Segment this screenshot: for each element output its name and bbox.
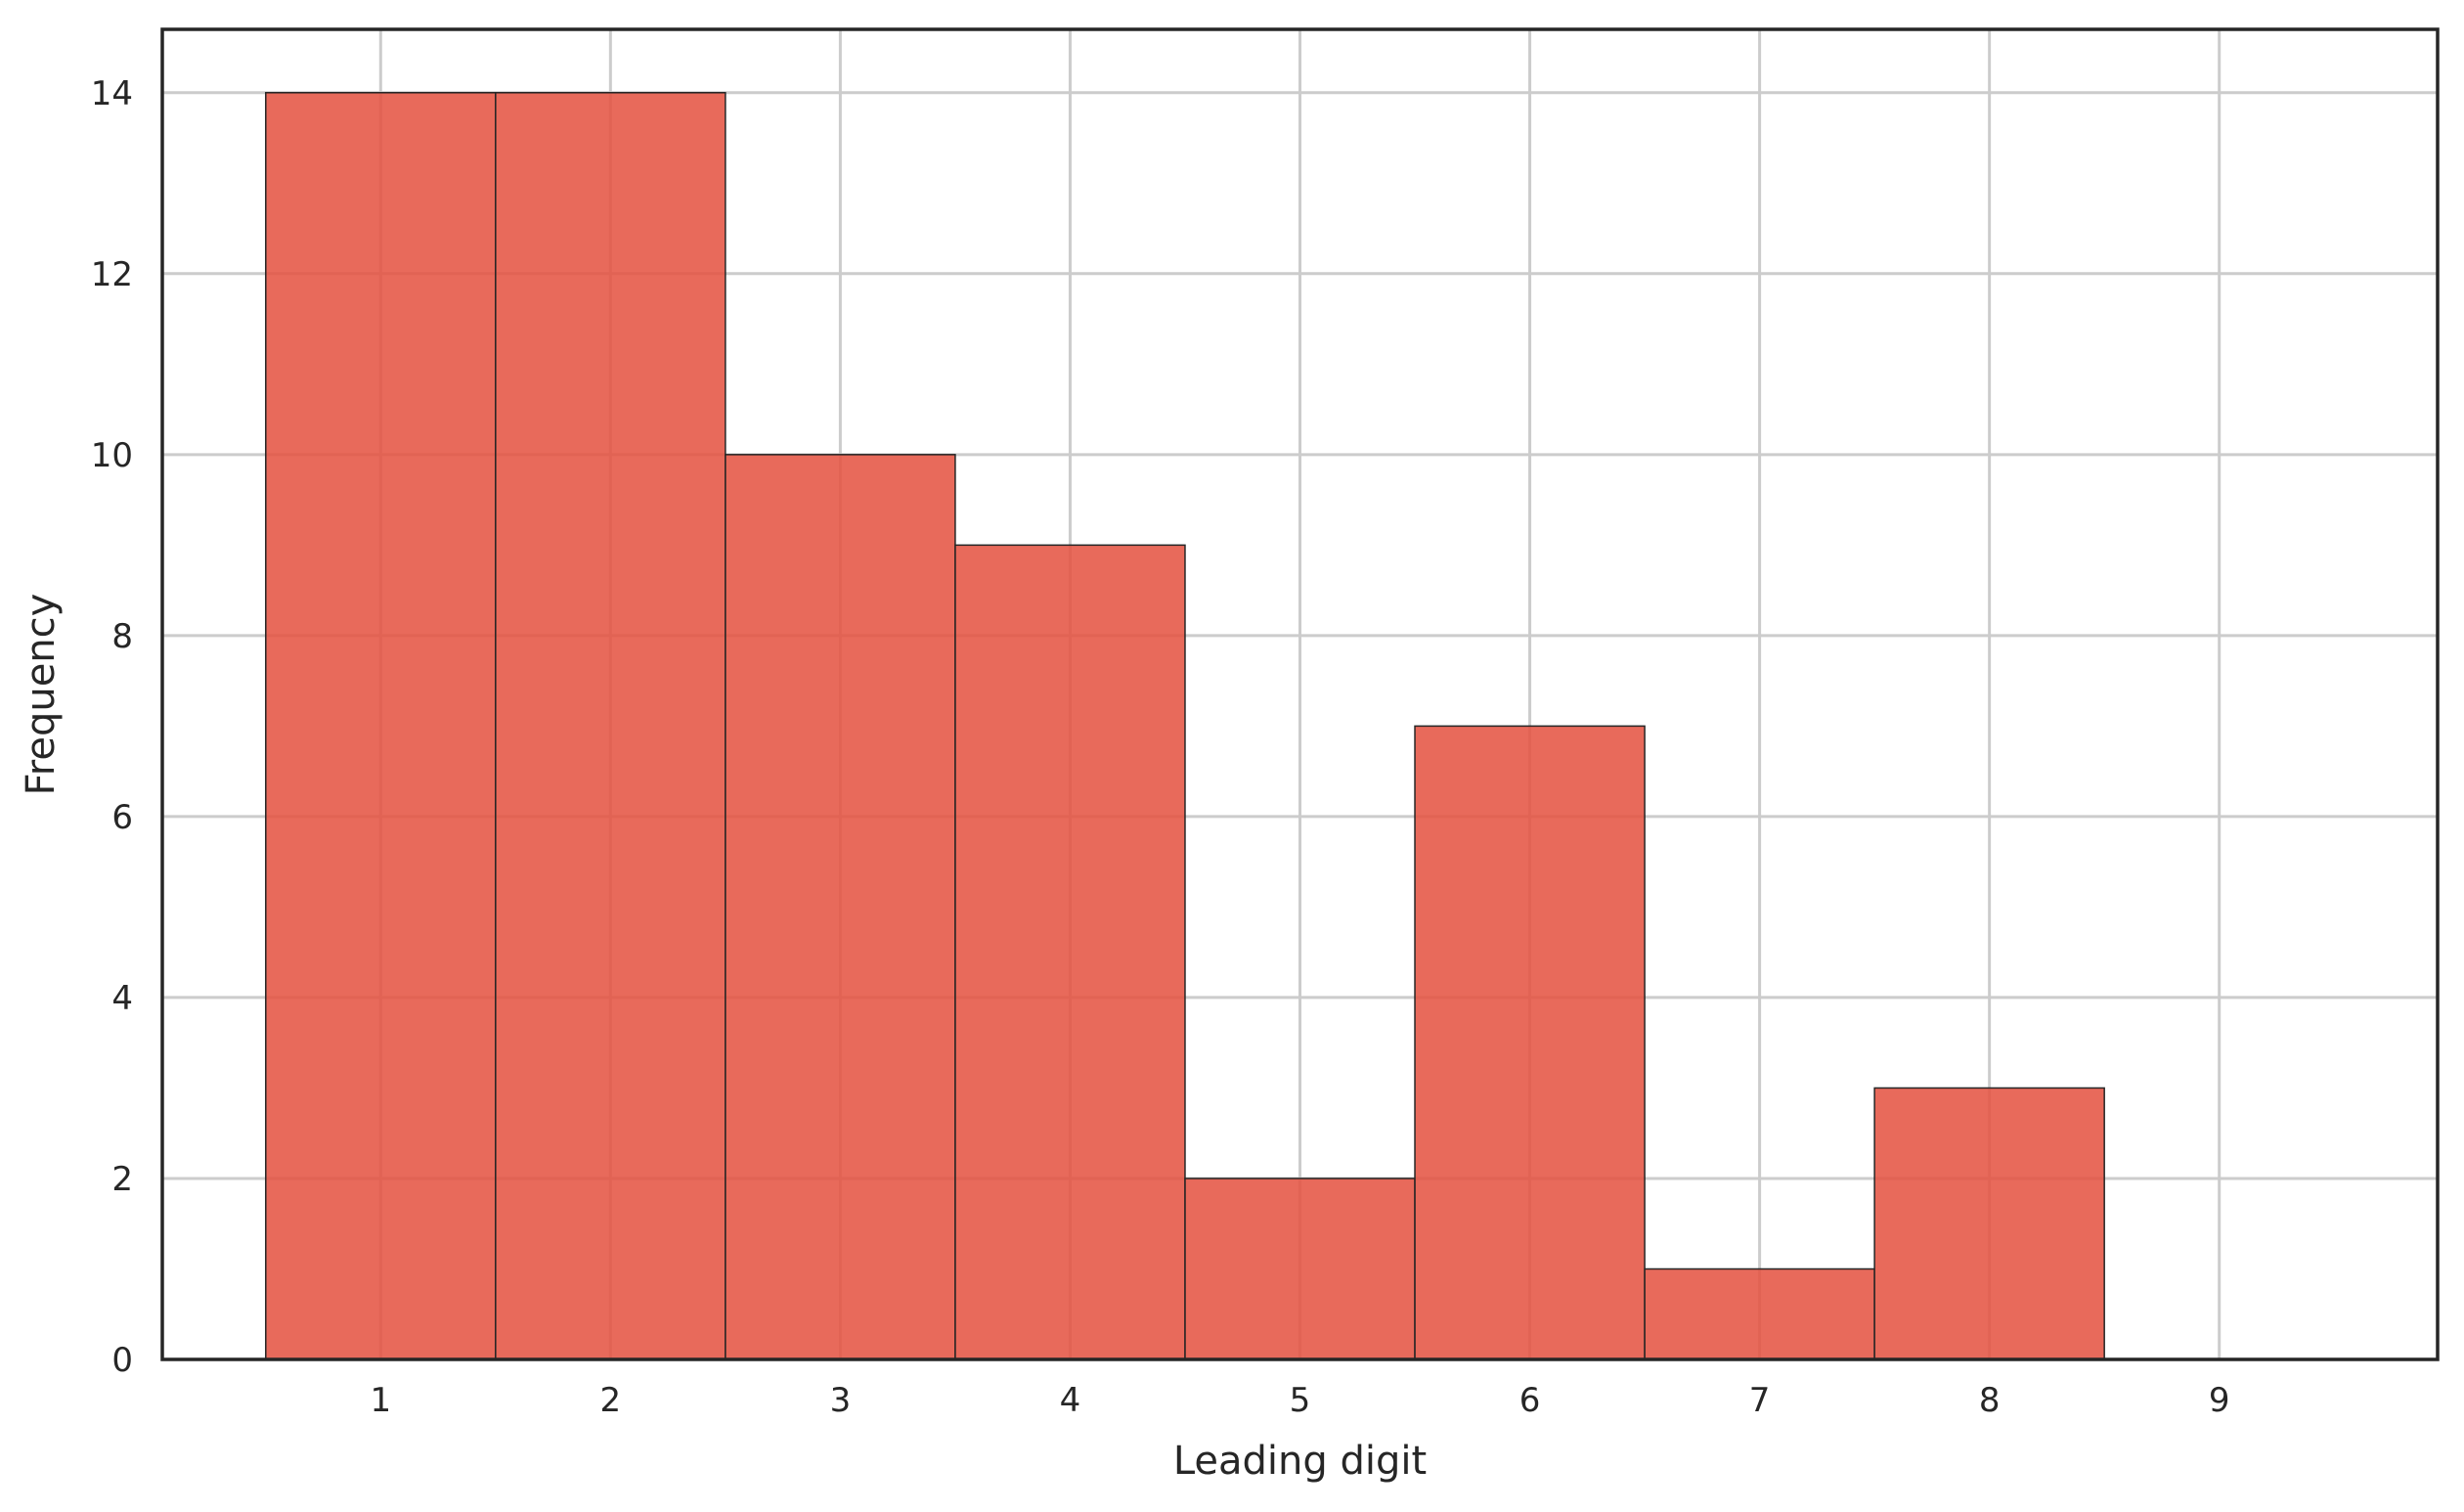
- y-tick-label-4: 4: [111, 979, 133, 1018]
- x-tick-label-1: 1: [370, 1381, 391, 1420]
- y-tick-label-14: 14: [91, 74, 133, 113]
- x-tick-label-6: 6: [1519, 1381, 1541, 1420]
- x-tick-label-9: 9: [2209, 1381, 2230, 1420]
- y-tick-label-6: 6: [111, 798, 133, 837]
- y-tick-label-8: 8: [111, 617, 133, 656]
- bar-digit-3: [725, 454, 956, 1360]
- bar-digit-5: [1184, 1178, 1416, 1360]
- x-tick-label-3: 3: [830, 1381, 852, 1420]
- x-axis-ticks: 1 2 3 4 5 6 7 8 9: [370, 1381, 2229, 1420]
- bar-digit-4: [954, 544, 1186, 1360]
- bar-digit-2: [495, 92, 726, 1360]
- x-tick-label-8: 8: [1979, 1381, 2001, 1420]
- bar-digit-6: [1414, 725, 1646, 1360]
- bar-digit-7: [1644, 1267, 1875, 1360]
- plot-frame: [160, 27, 2440, 1361]
- x-tick-label-4: 4: [1060, 1381, 1081, 1420]
- x-axis-title: Leading digit: [1173, 1439, 1427, 1484]
- y-tick-label-10: 10: [91, 436, 133, 475]
- y-axis-ticks: 0 2 4 6 8 10 12 14: [91, 74, 133, 1380]
- y-tick-label-0: 0: [111, 1341, 133, 1380]
- bar-digit-8: [1873, 1087, 2105, 1360]
- y-tick-label-2: 2: [111, 1160, 133, 1199]
- y-tick-label-12: 12: [91, 255, 133, 294]
- x-tick-label-2: 2: [600, 1381, 622, 1420]
- x-tick-label-5: 5: [1290, 1381, 1311, 1420]
- bars: [265, 92, 2105, 1360]
- bar-digit-1: [265, 92, 497, 1360]
- y-axis-title: Frequency: [19, 594, 64, 796]
- x-tick-label-7: 7: [1749, 1381, 1771, 1420]
